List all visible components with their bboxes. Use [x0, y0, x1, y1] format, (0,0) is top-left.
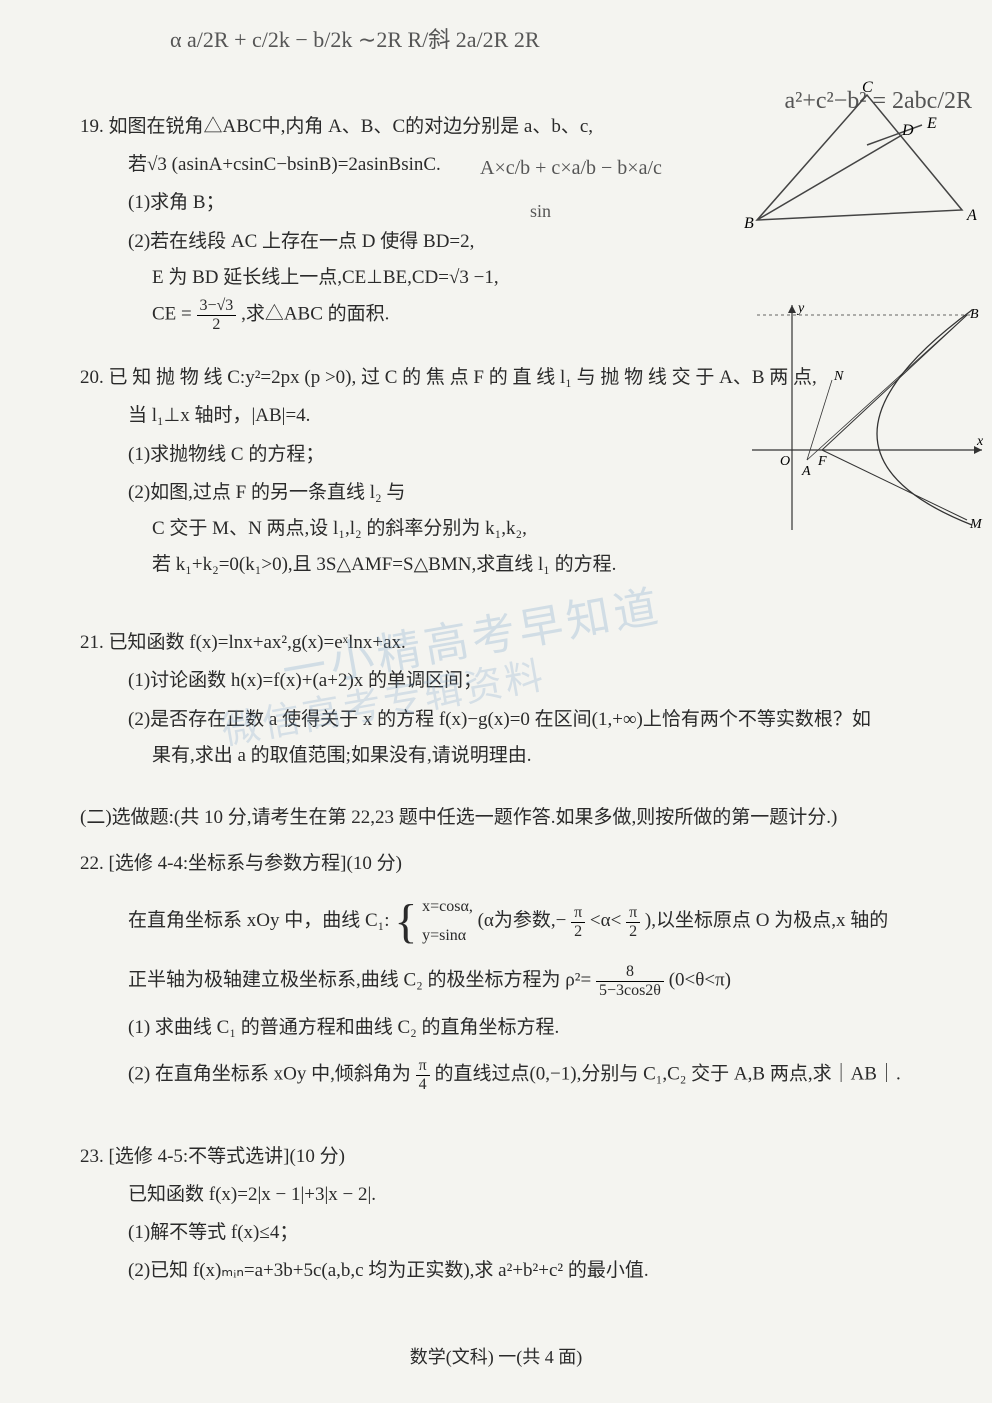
section-2-header: (二)选做题:(共 10 分,请考生在第 22,23 题中任选一题作答.如果多做…	[80, 801, 912, 835]
problem-20-sub2c: 若 k₁+k₂=0(k₁>0),且 3S△AMF=S△BMN,求直线 l₁ 的方…	[80, 548, 912, 582]
svg-text:M: M	[969, 517, 983, 530]
problem-21-num: 21.	[80, 632, 104, 653]
problem-22: 22. [选修 4-4:坐标系与参数方程](10 分) 在直角坐标系 xOy 中…	[80, 847, 912, 1093]
svg-text:A: A	[966, 207, 977, 224]
problem-22-sub1: 在直角坐标系 xOy 中，曲线 C₁: { x=cosα, y=sinα (α为…	[80, 893, 912, 951]
problem-22-num: 22.	[80, 853, 104, 874]
problem-21: 21. 已知函数 f(x)=lnx+ax²,g(x)=eˣlnx+ax. (1)…	[80, 626, 912, 773]
svg-text:x: x	[976, 434, 984, 449]
problem-23-sub3: (2)已知 f(x)ₘᵢₙ=a+3b+5c(a,b,c 均为正实数),求 a²+…	[80, 1254, 912, 1288]
problem-23-num: 23.	[80, 1146, 104, 1167]
problem-23: 23. [选修 4-5:不等式选讲](10 分) 已知函数 f(x)=2|x −…	[80, 1140, 912, 1289]
svg-text:E: E	[926, 115, 937, 132]
problem-22-text: [选修 4-4:坐标系与参数方程](10 分)	[109, 853, 402, 874]
handwriting-top: α a/2R + c/2k − b/2k ∼2R R/斜 2a/2R 2R	[170, 20, 540, 60]
problem-21-text: 已知函数 f(x)=lnx+ax²,g(x)=eˣlnx+ax.	[109, 632, 406, 653]
problem-23-text: [选修 4-5:不等式选讲](10 分)	[109, 1146, 345, 1167]
problem-19-sub2: (2)若在线段 AC 上存在一点 D 使得 BD=2,	[80, 225, 912, 259]
problem-20-sub2b: C 交于 M、N 两点,设 l₁,l₂ 的斜率分别为 k₁,k₂,	[80, 512, 912, 546]
problem-19-sub1: (1)求角 B；	[80, 186, 912, 220]
problem-19: 19. 如图在锐角△ABC中,内角 A、B、C的对边分别是 a、b、c, 若√3…	[80, 110, 912, 333]
problem-21-sub2: (2)是否存在正数 a 使得关于 x 的方程 f(x)−g(x)=0 在区间(1…	[80, 703, 912, 737]
problem-22-sub3: (1) 求曲线 C₁ 的普通方程和曲线 C₂ 的直角坐标方程.	[80, 1011, 912, 1045]
problem-19-line2: 若√3 (asinA+csinC−bsinB)=2asinBsinC.	[80, 148, 912, 182]
svg-text:B: B	[970, 307, 979, 322]
page-footer: 数学(文科) 一(共 4 面)	[0, 1341, 992, 1373]
svg-text:C: C	[862, 80, 873, 96]
problem-21-sub2b: 果有,求出 a 的取值范围;如果没有,请说明理由.	[80, 739, 912, 773]
problem-22-sub4: (2) 在直角坐标系 xOy 中,倾斜角为 π4 的直线过点(0,−1),分别与…	[80, 1057, 912, 1093]
problem-19-text: 如图在锐角△ABC中,内角 A、B、C的对边分别是 a、b、c,	[109, 116, 594, 137]
problem-21-sub1: (1)讨论函数 h(x)=f(x)+(a+2)x 的单调区间；	[80, 664, 912, 698]
problem-23-sub1: 已知函数 f(x)=2|x − 1|+3|x − 2|.	[80, 1178, 912, 1212]
problem-20: 20. 已 知 抛 物 线 C:y²=2px (p >0), 过 C 的 焦 点…	[80, 361, 912, 582]
problem-23-sub2: (1)解不等式 f(x)≤4；	[80, 1216, 912, 1250]
problem-20-line2: 当 l₁⊥x 轴时，|AB|=4.	[80, 399, 912, 433]
problem-20-text: 已 知 抛 物 线 C:y²=2px (p >0), 过 C 的 焦 点 F 的…	[109, 367, 817, 388]
problem-19-sub2c: CE = 3−√32 ,求△ABC 的面积.	[80, 297, 912, 333]
problem-19-sub2b: E 为 BD 延长线上一点,CE⊥BE,CD=√3 −1,	[80, 261, 912, 295]
problem-20-num: 20.	[80, 367, 104, 388]
problem-19-num: 19.	[80, 116, 104, 137]
problem-22-sub2: 正半轴为极轴建立极坐标系,曲线 C₂ 的极坐标方程为 ρ²= 85−3cos2θ…	[80, 963, 912, 999]
problem-20-sub1: (1)求抛物线 C 的方程；	[80, 438, 912, 472]
problem-20-sub2: (2)如图,过点 F 的另一条直线 l₂ 与	[80, 476, 912, 510]
